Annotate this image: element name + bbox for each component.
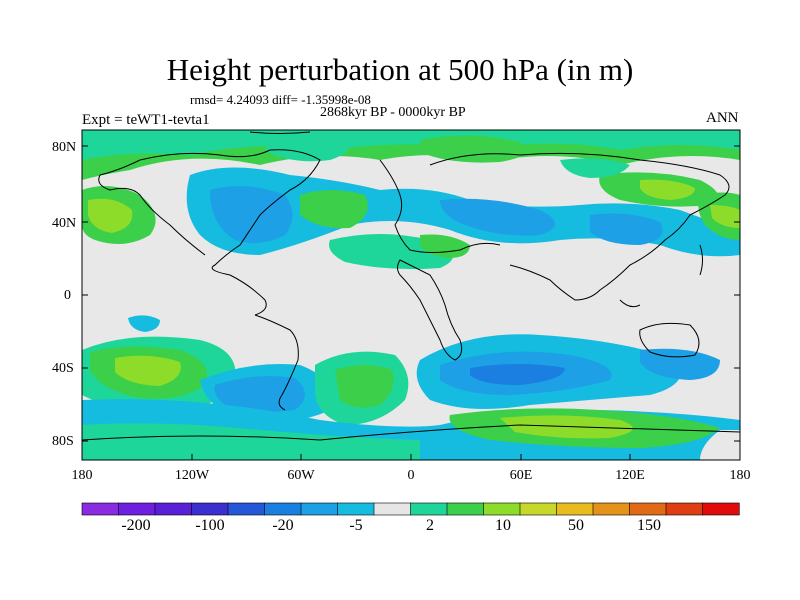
colorbar-cell (264, 502, 302, 516)
colorbar-label-20n: -20 (272, 517, 294, 534)
lat-label-40n: 40N (52, 216, 77, 231)
lon-label-0: 0 (407, 468, 415, 483)
lon-label-180w: 180 (71, 468, 93, 483)
colorbar-cell (154, 502, 193, 516)
lon-label-60w: 60W (287, 468, 315, 483)
colorbar-cell (191, 502, 229, 516)
coastline-layer (82, 131, 740, 441)
lon-label-60e: 60E (509, 468, 533, 483)
axis-ticks (82, 145, 740, 460)
colorbar-label-150: 150 (637, 517, 661, 534)
colorbar-cell (410, 502, 448, 516)
colorbar-cell (483, 502, 521, 516)
colorbar-cell (227, 502, 266, 516)
colorbar-label-2: 2 (426, 517, 434, 534)
colorbar-cell (300, 502, 339, 516)
season-label: ANN (706, 110, 739, 126)
lat-label-40s: 40S (52, 361, 74, 376)
plot-title: Height perturbation at 500 hPa (in m) (166, 52, 634, 87)
lon-label-120w: 120W (174, 468, 210, 483)
colorbar (81, 502, 740, 516)
colorbar-cell (592, 502, 631, 516)
colorbar-label-10: 10 (495, 517, 511, 534)
colorbar-cell (519, 502, 558, 516)
lon-label-120e: 120E (615, 468, 645, 483)
colorbar-cell (81, 502, 120, 516)
map-panel (82, 130, 740, 460)
contour-fill-layer (82, 130, 740, 460)
colorbar-cell (702, 502, 740, 516)
colorbar-cell (373, 502, 412, 516)
colorbar-cell (665, 502, 704, 516)
stats-text: rmsd= 4.24093 diff= -1.35998e-08 (190, 92, 371, 107)
period-text: 2868kyr BP - 0000kyr BP (320, 105, 466, 120)
colorbar-label-5n: -5 (349, 517, 363, 534)
lat-label-80n: 80N (52, 140, 77, 155)
lon-label-180e: 180 (729, 468, 751, 483)
lat-label-80s: 80S (52, 434, 74, 449)
colorbar-label-200n: -200 (121, 517, 151, 534)
experiment-label: Expt = teWT1-tevta1 (82, 112, 210, 128)
colorbar-label-50: 50 (568, 517, 584, 534)
colorbar-cell (556, 502, 594, 516)
lat-label-0: 0 (64, 288, 71, 303)
colorbar-label-100n: -100 (195, 517, 225, 534)
colorbar-cell (337, 502, 375, 516)
colorbar-cell (629, 502, 667, 516)
colorbar-cell (446, 502, 485, 516)
colorbar-cell (118, 502, 156, 516)
